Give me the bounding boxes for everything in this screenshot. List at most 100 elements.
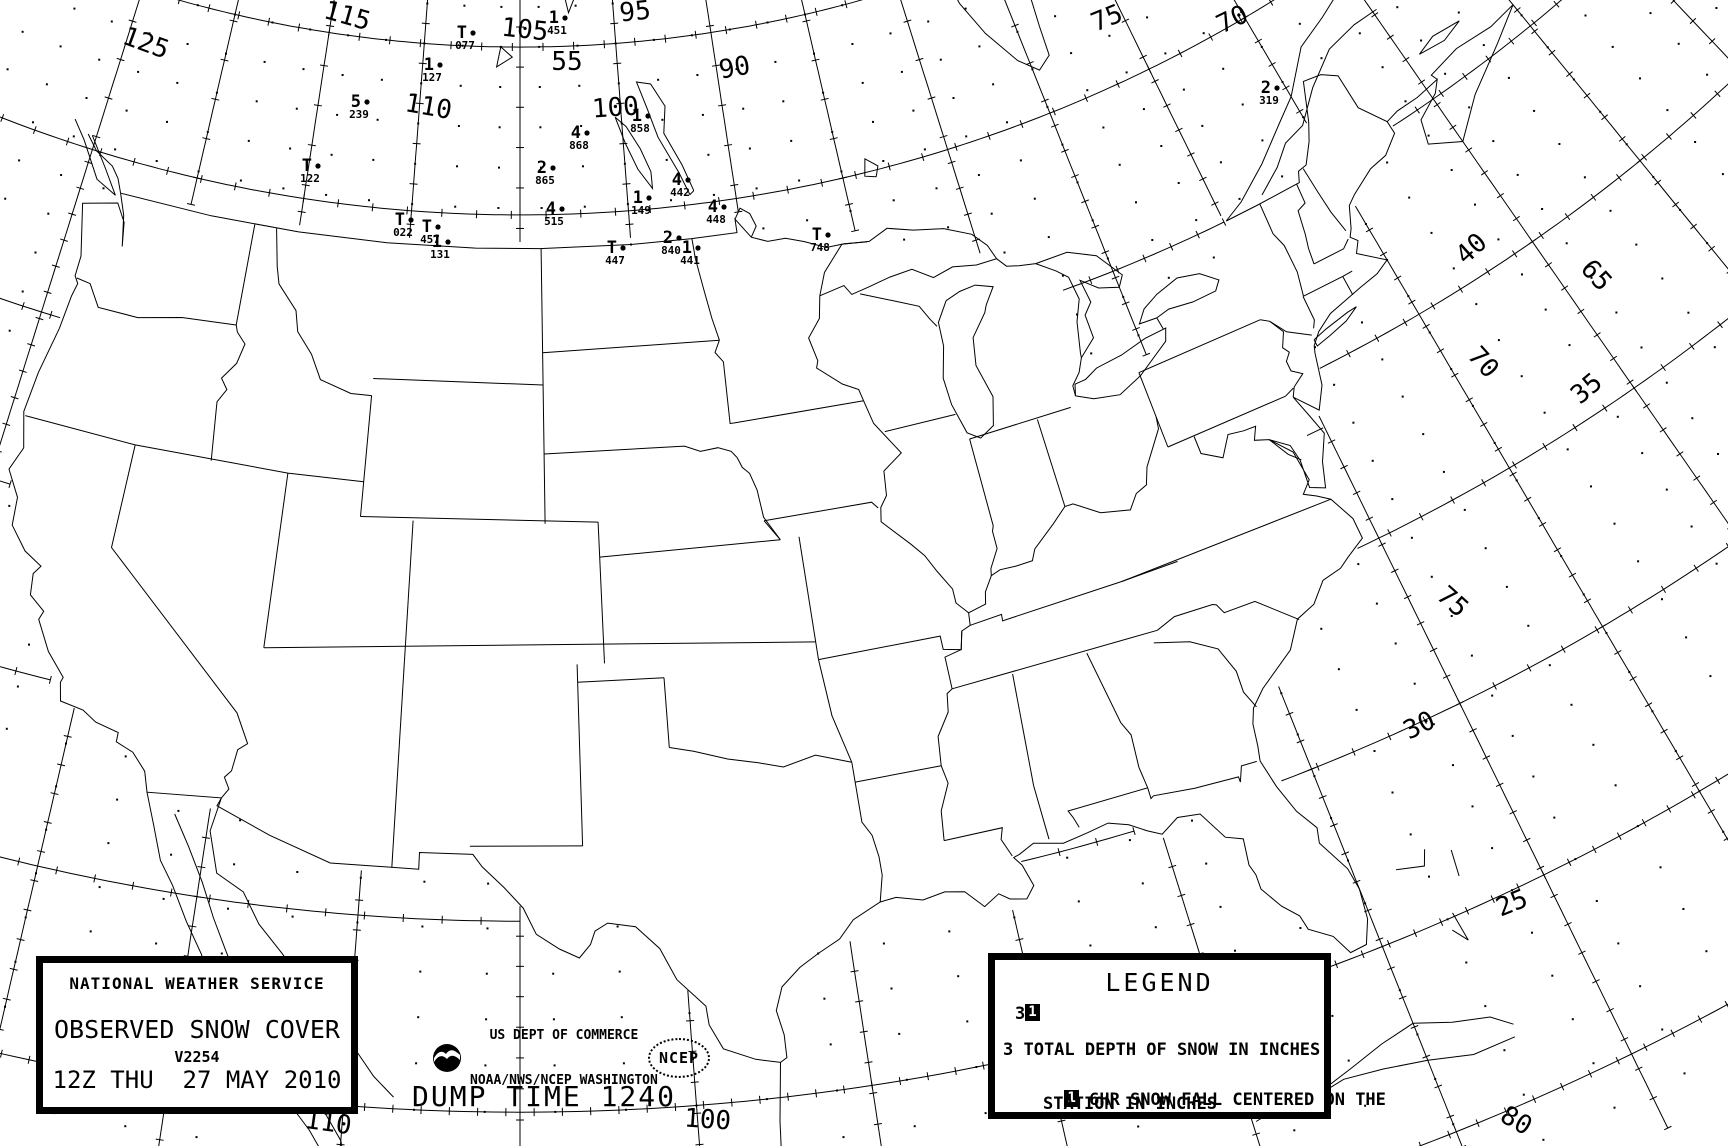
graticule-label: 125 (119, 21, 173, 65)
station-dot (825, 232, 831, 238)
agency-block: US DEPT OF COMMERCE NOAA/NWS/NCEP WASHIN… (432, 1028, 658, 1088)
legend-fall-text: 6HR SNOW FALL CENTERED ON THE (1078, 1090, 1386, 1110)
nws-agency-line: NATIONAL WEATHER SERVICE (69, 974, 325, 993)
station-snow-depth: T (395, 210, 405, 230)
title-box: NATIONAL WEATHER SERVICE OBSERVED SNOW C… (36, 956, 358, 1114)
station-snow-depth: 1 (432, 232, 442, 252)
graticule-label: 80 (1495, 1100, 1537, 1142)
station-snow-depth: 1 (682, 238, 692, 258)
station-snow-depth: 1 (632, 106, 642, 126)
graticule-label: 105 (500, 13, 550, 48)
station-snow-depth: T (812, 225, 822, 245)
station-snow-depth: T (457, 23, 467, 43)
station-dot (435, 224, 441, 230)
graticule-label: 90 (717, 51, 753, 86)
station-snow-depth: 1 (549, 8, 559, 28)
graticule-label: 70 (1461, 341, 1504, 384)
station-dot (1274, 85, 1280, 91)
product-title: OBSERVED SNOW COVER (54, 1015, 340, 1044)
product-version: V2254 (174, 1048, 220, 1066)
station-id: 149 (631, 204, 651, 217)
station-id: 457 (420, 233, 440, 246)
station-id: 239 (349, 108, 369, 121)
station-snow-depth: 5 (351, 92, 361, 112)
station-id: 077 (455, 39, 475, 52)
graticule-label: 70 (1212, 0, 1253, 40)
station-dot (562, 15, 568, 21)
station-id: 448 (706, 213, 726, 226)
station-dot (315, 163, 321, 169)
legend-fall-line2: STATION IN INCHES (1043, 1094, 1217, 1114)
station-id: 858 (630, 122, 650, 135)
graticule-label: 110 (403, 88, 454, 126)
station-dot (550, 165, 556, 171)
graticule-label: 25 (1492, 884, 1532, 924)
station-snow-depth: T (302, 156, 312, 176)
legend-fall-box: 1 (1064, 1090, 1079, 1107)
station-dot (695, 245, 701, 251)
station-dot (364, 99, 370, 105)
station-dot (584, 130, 590, 136)
station-snow-depth: 2 (663, 228, 673, 248)
station-dot (721, 204, 727, 210)
station-snow-depth: 4 (672, 170, 682, 190)
station-snow-depth: T (422, 217, 432, 237)
station-id: 868 (569, 139, 589, 152)
graticule-label: 100 (591, 91, 640, 124)
station-id: 748 (810, 241, 830, 254)
station-id: 447 (605, 254, 625, 267)
station-id: 515 (544, 215, 564, 228)
legend-title: LEGEND (1105, 968, 1214, 997)
station-dot (676, 235, 682, 241)
basemap-layer (8, 0, 1516, 1146)
station-dot (437, 62, 443, 68)
legend-sample-depth: 3 (1015, 1004, 1026, 1024)
dump-time-label: DUMP TIME 1240 (412, 1080, 677, 1113)
station-snow-depth: T (607, 238, 617, 258)
station-snow-depth: 1 (633, 188, 643, 208)
station-dot (408, 217, 414, 223)
station-id: 865 (535, 174, 555, 187)
dept-line: US DEPT OF COMMERCE (489, 1028, 639, 1043)
station-id: 451 (547, 24, 567, 37)
ncep-logo: NCEP (648, 1038, 710, 1078)
station-dot (646, 195, 652, 201)
dept-of-commerce-lines: US DEPT OF COMMERCE NOAA/NWS/NCEP WASHIN… (470, 998, 658, 1118)
graticule-label: 55 (551, 47, 582, 77)
graticule-label: 95 (618, 0, 652, 29)
graticule-label: 30 (1399, 705, 1440, 746)
station-snow-depth: 2 (537, 158, 547, 178)
station-dot (445, 239, 451, 245)
station-snow-depth: 4 (546, 199, 556, 219)
station-id: 127 (422, 71, 442, 84)
station-dot (620, 245, 626, 251)
graticule-label: 65 (1574, 254, 1617, 297)
legend-sample-fall-box: 1 (1025, 1004, 1040, 1021)
valid-datetime: 12Z THU 27 MAY 2010 (52, 1066, 342, 1094)
station-dot (559, 206, 565, 212)
station-dot (685, 177, 691, 183)
station-dot (645, 113, 651, 119)
